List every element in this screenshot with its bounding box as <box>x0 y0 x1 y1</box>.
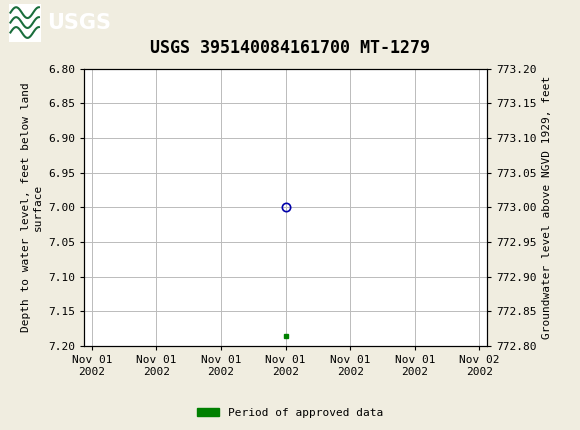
Legend: Period of approved data: Period of approved data <box>193 403 387 422</box>
Text: USGS: USGS <box>48 12 111 33</box>
Y-axis label: Depth to water level, feet below land
surface: Depth to water level, feet below land su… <box>21 83 42 332</box>
Text: USGS 395140084161700 MT-1279: USGS 395140084161700 MT-1279 <box>150 39 430 57</box>
FancyBboxPatch shape <box>9 3 41 42</box>
Y-axis label: Groundwater level above NGVD 1929, feet: Groundwater level above NGVD 1929, feet <box>542 76 552 339</box>
